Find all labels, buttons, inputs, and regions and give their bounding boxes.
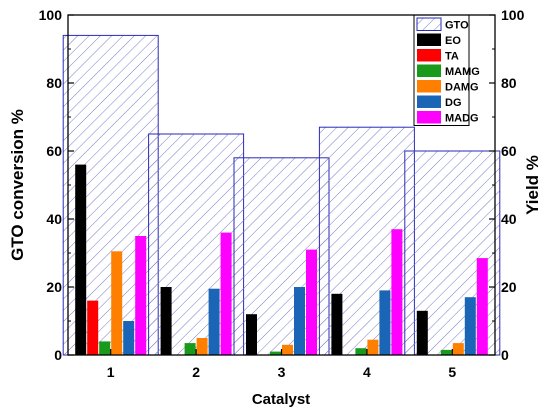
- legend-label-ta: TA: [445, 51, 459, 63]
- legend-swatch-mamg: [417, 64, 441, 77]
- bar-damg-1: [111, 251, 123, 355]
- legend-label-dg: DG: [445, 97, 462, 109]
- bar-madg-4: [391, 229, 403, 355]
- left-tick-label: 100: [39, 7, 63, 23]
- legend-swatch-madg: [417, 111, 441, 124]
- legend-swatch-ta: [417, 49, 441, 62]
- bar-damg-5: [452, 343, 464, 355]
- right-tick-label: 60: [501, 143, 517, 159]
- bar-eo-3: [246, 314, 257, 355]
- right-tick-label: 20: [501, 279, 517, 295]
- bar-eo-2: [160, 287, 172, 355]
- x-axis-title: Catalyst: [252, 391, 310, 408]
- x-tick-label: 5: [448, 364, 456, 380]
- bar-mamg-3: [270, 351, 281, 355]
- x-tick-label: 3: [278, 364, 286, 380]
- left-tick-label: 60: [46, 143, 62, 159]
- bar-dg-1: [123, 321, 135, 355]
- right-tick-label: 40: [501, 211, 517, 227]
- left-axis-title: GTO conversion %: [8, 109, 27, 261]
- bar-mamg-2: [184, 343, 196, 355]
- right-tick-label: 0: [501, 347, 509, 363]
- left-tick-label: 40: [46, 211, 62, 227]
- legend-label-gto: GTO: [445, 20, 469, 32]
- right-tick-label: 80: [501, 75, 517, 91]
- legend-swatch-damg: [417, 80, 441, 93]
- bar-madg-3: [306, 249, 317, 355]
- bar-mamg-4: [355, 348, 367, 355]
- left-tick-label: 20: [46, 279, 62, 295]
- bar-dg-3: [294, 287, 305, 355]
- bar-madg-2: [220, 232, 232, 355]
- legend-label-madg: MADG: [445, 113, 479, 125]
- legend-label-eo: EO: [445, 35, 461, 47]
- bar-eo-4: [331, 293, 343, 355]
- legend-label-mamg: MAMG: [445, 66, 480, 78]
- left-tick-label: 0: [54, 347, 62, 363]
- bar-damg-4: [367, 339, 379, 355]
- bar-dg-5: [464, 297, 476, 355]
- bar-mamg-1: [99, 341, 111, 355]
- bar-eo-1: [75, 164, 87, 355]
- x-tick-label: 1: [107, 364, 115, 380]
- x-tick-label: 2: [192, 364, 200, 380]
- x-tick-label: 4: [363, 364, 371, 380]
- bar-damg-3: [282, 344, 293, 355]
- right-tick-label: 100: [501, 7, 525, 23]
- bar-madg-5: [476, 258, 488, 355]
- bar-ta-1: [87, 300, 99, 355]
- bar-mamg-5: [440, 349, 452, 355]
- legend-swatch-dg: [417, 95, 441, 108]
- bar-madg-1: [135, 236, 147, 355]
- legend-label-damg: DAMG: [445, 82, 479, 94]
- left-tick-label: 80: [46, 75, 62, 91]
- bar-dg-2: [208, 288, 220, 355]
- bar-dg-4: [379, 290, 391, 355]
- bar-eo-5: [416, 310, 428, 355]
- right-axis-title: Yield %: [523, 155, 542, 215]
- bar-damg-2: [196, 338, 208, 355]
- legend-swatch-eo: [417, 33, 441, 46]
- legend-swatch-gto: [416, 17, 442, 31]
